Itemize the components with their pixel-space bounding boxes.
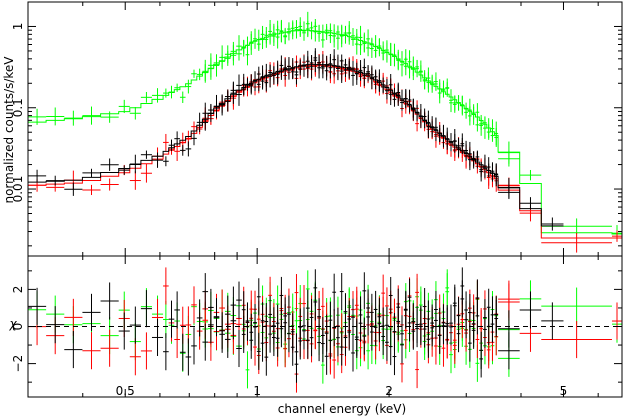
residuals-panel [28,267,622,393]
x-tick-label: 5 [560,384,568,398]
residual-y-axis-label: χ [8,317,17,331]
y-tick-label: 0.1 [11,98,25,117]
residual-y-tick-label: 2 [11,286,25,294]
model-line [28,64,564,227]
spectrum-panel [28,11,622,253]
x-tick-label: 2 [385,384,393,398]
x-axis-label: channel energy (keV) [278,402,406,416]
spectrum-frame [27,1,623,257]
x-tick-label: 0.5 [116,384,135,398]
residual-y-tick-label: −2 [11,355,25,373]
residual-y-tick-label: 0 [11,323,25,331]
y-tick-label: 0.01 [11,176,25,203]
model-line [28,65,622,239]
spectrum-y-axis-label: normalized counts/s/keV [2,56,16,204]
x-tick-label: 1 [253,384,261,398]
axes: 0.5 1 2 5 1 0.1 0.01 2 0 −2 [11,1,623,398]
y-tick-label: 1 [11,23,25,31]
